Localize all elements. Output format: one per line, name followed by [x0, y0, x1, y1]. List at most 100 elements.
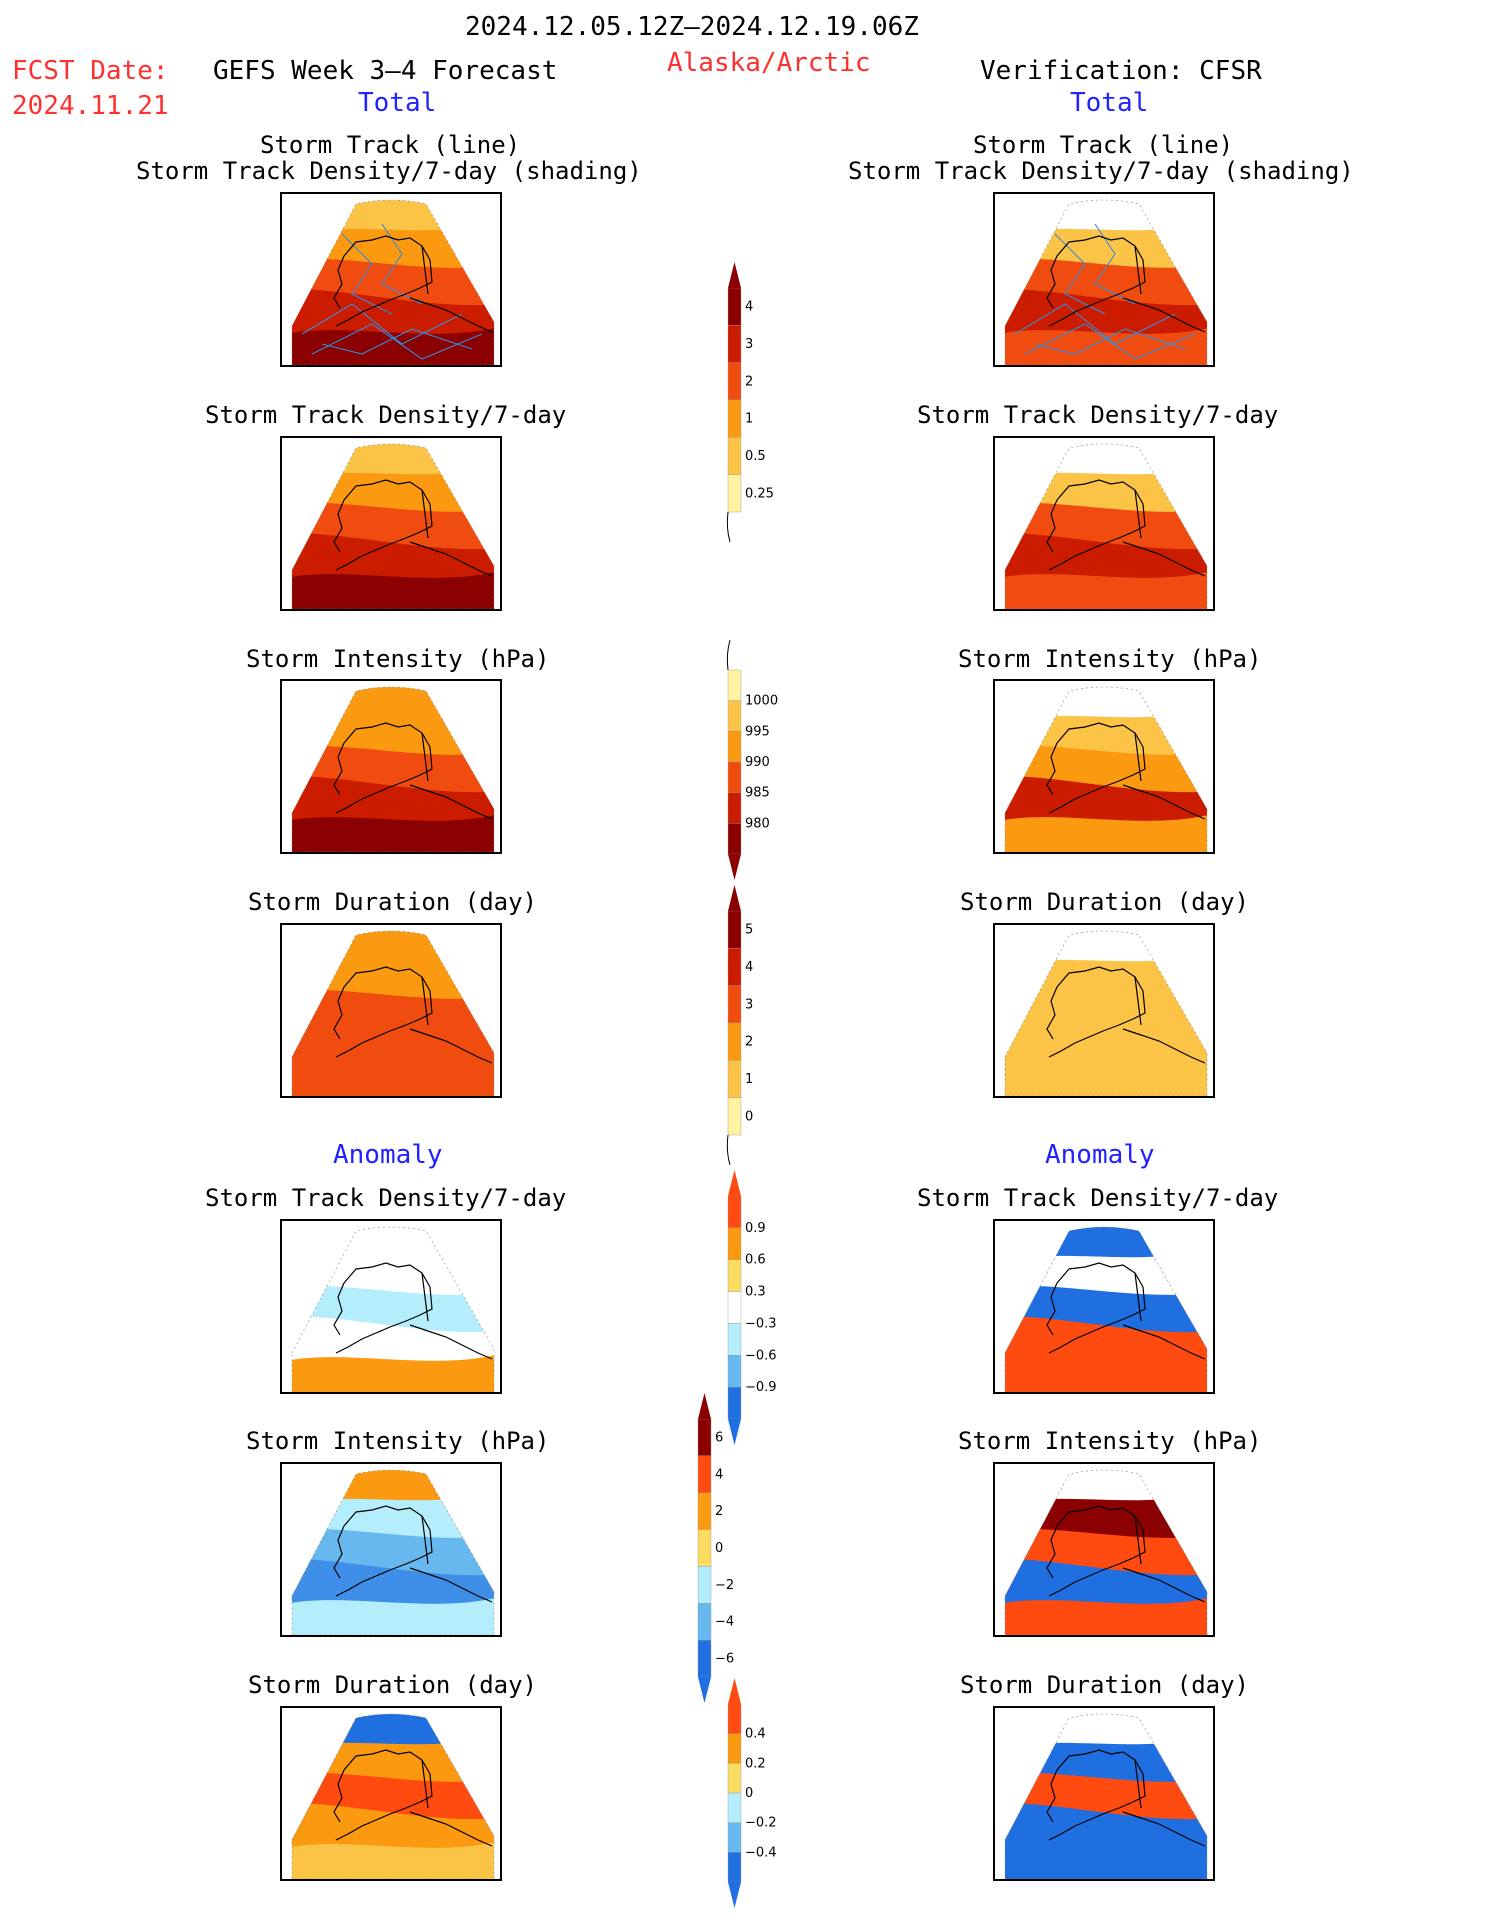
colorbar-segment — [727, 362, 742, 401]
colorbar-label: 2 — [745, 374, 753, 389]
title-anom-intensity-right: Storm Intensity (hPa) — [958, 1427, 1262, 1455]
coastline — [1046, 722, 1206, 820]
shading — [1005, 931, 1207, 1096]
shading-band — [292, 813, 494, 852]
title-density-right: Storm Track Density/7-day — [917, 401, 1279, 429]
colorbar-label: 2 — [745, 1035, 753, 1050]
map-verification-storm-track — [993, 192, 1215, 367]
colorbar-arrow-top — [728, 1170, 741, 1196]
colorbar-tail — [726, 511, 731, 543]
map-forecast-storm-track — [280, 192, 502, 367]
coastline — [333, 966, 493, 1064]
colorbar-segment — [697, 1492, 712, 1530]
total-section-label-left: Total — [358, 88, 437, 118]
shading-band — [292, 1840, 494, 1879]
anomaly-section-label-right: Anomaly — [1045, 1140, 1155, 1170]
coastline — [1046, 1262, 1206, 1360]
title-track-line-left: Storm Track (line) — [260, 131, 521, 159]
colorbar-arrow-top — [698, 1393, 711, 1419]
colorbar-segment — [727, 1822, 742, 1853]
map-forecast-duration — [280, 923, 502, 1098]
shading — [292, 444, 494, 609]
forecast-title: GEFS Week 3–4 Forecast — [213, 56, 558, 86]
shading-band — [1005, 326, 1207, 365]
colorbar-arrow-bottom — [728, 1419, 741, 1445]
colorbar-label: 1000 — [745, 694, 778, 709]
colorbar-label: 1 — [745, 1072, 753, 1087]
colorbar-segment — [727, 1195, 742, 1229]
colorbar-anom-duration: 0.4 0.2 0 −0.2 −0.4 — [720, 1678, 790, 1908]
track-line — [321, 328, 473, 355]
track-line — [1034, 328, 1186, 355]
colorbar-segment — [727, 792, 742, 824]
colorbar-label: −2 — [715, 1578, 734, 1593]
colorbar-segment — [727, 1022, 742, 1061]
track-line — [1014, 303, 1176, 345]
colorbar-segment — [727, 1733, 742, 1764]
colorbar-label: 0.6 — [745, 1253, 766, 1268]
title-track-shading-left: Storm Track Density/7-day (shading) — [136, 157, 642, 185]
colorbar-intensity: 1000 995 990 985 980 — [720, 639, 790, 880]
colorbar-label: 0.25 — [745, 486, 774, 501]
shading-band — [292, 1057, 494, 1096]
colorbar-label: 0.5 — [745, 449, 766, 464]
colorbar-segment — [727, 1227, 742, 1260]
storm-tracks — [1014, 223, 1196, 360]
colorbar-label: −0.3 — [745, 1316, 777, 1331]
map-forecast-anom-intensity — [280, 1462, 502, 1637]
colorbar-segment — [727, 1792, 742, 1823]
colorbar-label: −0.9 — [745, 1380, 777, 1395]
colorbar-label: 995 — [745, 724, 770, 739]
colorbar-label: 0 — [715, 1541, 723, 1556]
shading-band — [292, 570, 494, 609]
title-anom-duration-left: Storm Duration (day) — [248, 1671, 537, 1699]
colorbar-label: 4 — [715, 1467, 723, 1482]
map-verification-anom-intensity — [993, 1462, 1215, 1637]
coastline — [333, 235, 493, 333]
colorbar-segment — [727, 1259, 742, 1292]
colorbar-segment — [697, 1639, 712, 1678]
colorbar-label: 990 — [745, 755, 770, 770]
shading — [292, 200, 494, 365]
colorbar-label: 0.3 — [745, 1285, 766, 1300]
colorbar-tail — [726, 639, 731, 671]
shading — [292, 1470, 494, 1635]
colorbar-label: −0.6 — [745, 1348, 777, 1363]
title-anom-duration-right: Storm Duration (day) — [960, 1671, 1249, 1699]
coastline — [333, 479, 493, 577]
shading-band — [292, 1353, 494, 1392]
shading — [1005, 1227, 1207, 1392]
coastline — [1046, 966, 1206, 1064]
colorbar-segment — [697, 1418, 712, 1457]
title-duration-right: Storm Duration (day) — [960, 888, 1249, 916]
colorbar-arrow-bottom — [698, 1677, 711, 1703]
colorbar-segment — [727, 1060, 742, 1098]
colorbar-label: −0.2 — [745, 1816, 777, 1831]
shading — [1005, 1470, 1207, 1635]
colorbar-label: 0.9 — [745, 1221, 766, 1236]
colorbar-label: 2 — [715, 1504, 723, 1519]
coastline — [1046, 1505, 1206, 1603]
colorbar-segment — [727, 823, 742, 855]
colorbar-label: 0 — [745, 1109, 753, 1124]
shading — [1005, 1714, 1207, 1879]
fcst-date-value: 2024.11.21 — [12, 91, 169, 121]
map-forecast-intensity — [280, 679, 502, 854]
shading-band — [1005, 1057, 1207, 1096]
colorbar-label: −6 — [715, 1652, 734, 1667]
colorbar-label: −0.4 — [745, 1845, 777, 1860]
colorbar-segment — [727, 761, 742, 793]
colorbar-segment — [697, 1455, 712, 1493]
colorbar-segment — [727, 910, 742, 949]
coastline — [333, 1262, 493, 1360]
colorbar-segment — [727, 474, 742, 513]
track-line — [341, 233, 393, 315]
shading-band — [1005, 1840, 1207, 1879]
shading-band — [1005, 813, 1207, 852]
colorbar-segment — [727, 437, 742, 475]
shading-band — [1005, 1596, 1207, 1635]
storm-tracks — [301, 223, 483, 360]
colorbar-arrow-top — [728, 262, 741, 288]
shading — [292, 931, 494, 1096]
title-track-line-right: Storm Track (line) — [973, 131, 1234, 159]
